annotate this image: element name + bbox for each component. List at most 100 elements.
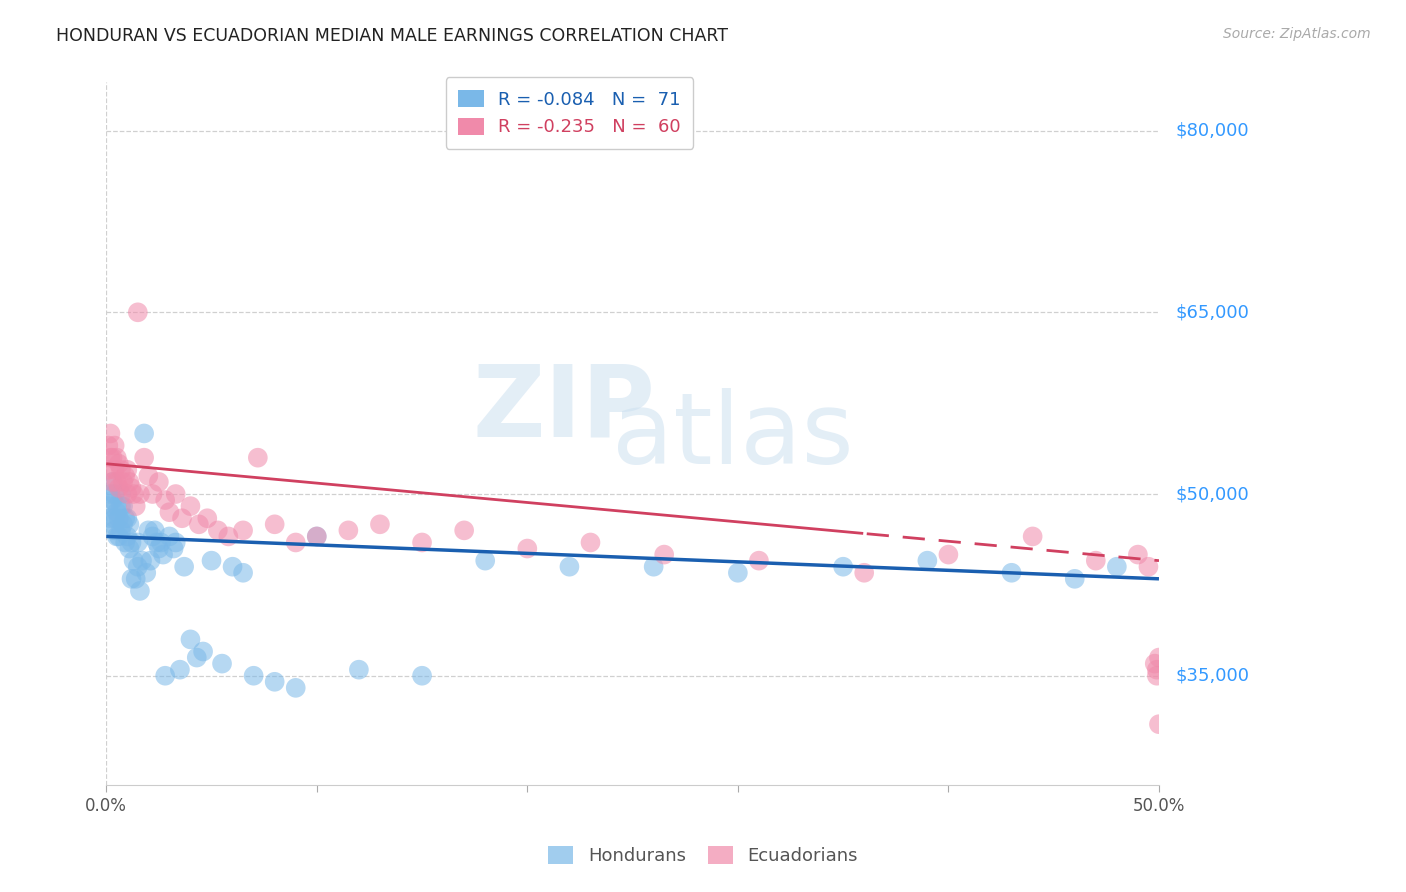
- Point: [122, 554, 145, 568]
- Point: [125, 572, 148, 586]
- Point: [108, 457, 131, 471]
- Point: [131, 554, 153, 568]
- Point: [453, 524, 475, 538]
- Point: [305, 529, 328, 543]
- Point: [121, 572, 143, 586]
- Point: [117, 487, 139, 501]
- Point: [121, 481, 143, 495]
- Point: [138, 524, 160, 538]
- Point: [112, 517, 135, 532]
- Point: [101, 493, 124, 508]
- Point: [127, 535, 149, 549]
- Point: [148, 475, 170, 489]
- Point: [579, 535, 602, 549]
- Point: [347, 663, 370, 677]
- Point: [97, 439, 120, 453]
- Point: [643, 559, 665, 574]
- Point: [135, 566, 157, 580]
- Point: [104, 439, 127, 453]
- Point: [100, 426, 122, 441]
- Text: $50,000: $50,000: [1175, 485, 1250, 503]
- Point: [242, 669, 264, 683]
- Point: [187, 517, 209, 532]
- Point: [148, 541, 170, 556]
- Point: [368, 517, 391, 532]
- Point: [211, 657, 233, 671]
- Point: [153, 669, 176, 683]
- Point: [117, 511, 139, 525]
- Point: [104, 524, 127, 538]
- Point: [108, 481, 131, 495]
- Point: [195, 511, 218, 525]
- Point: [1105, 559, 1128, 574]
- Point: [1147, 717, 1170, 731]
- Point: [125, 499, 148, 513]
- Point: [127, 559, 149, 574]
- Point: [110, 487, 132, 501]
- Point: [114, 535, 136, 549]
- Point: [105, 505, 128, 519]
- Point: [748, 554, 770, 568]
- Point: [1126, 548, 1149, 562]
- Point: [104, 511, 127, 525]
- Point: [104, 463, 127, 477]
- Point: [558, 559, 581, 574]
- Point: [1143, 657, 1166, 671]
- Point: [145, 535, 167, 549]
- Point: [1146, 663, 1168, 677]
- Text: $80,000: $80,000: [1175, 121, 1250, 140]
- Point: [112, 475, 135, 489]
- Point: [110, 524, 132, 538]
- Point: [516, 541, 538, 556]
- Text: $35,000: $35,000: [1175, 666, 1250, 685]
- Point: [474, 554, 496, 568]
- Point: [727, 566, 749, 580]
- Point: [149, 535, 172, 549]
- Point: [105, 475, 128, 489]
- Point: [104, 487, 127, 501]
- Point: [169, 663, 191, 677]
- Point: [832, 559, 855, 574]
- Point: [200, 554, 222, 568]
- Point: [129, 583, 152, 598]
- Point: [134, 426, 156, 441]
- Point: [1147, 650, 1170, 665]
- Point: [917, 554, 939, 568]
- Point: [143, 524, 166, 538]
- Point: [162, 541, 184, 556]
- Point: [118, 517, 141, 532]
- Point: [1084, 554, 1107, 568]
- Point: [97, 499, 120, 513]
- Point: [110, 463, 132, 477]
- Point: [105, 450, 128, 465]
- Point: [165, 487, 187, 501]
- Point: [157, 529, 180, 543]
- Point: [179, 499, 201, 513]
- Point: [207, 524, 229, 538]
- Point: [142, 487, 165, 501]
- Point: [1000, 566, 1022, 580]
- Point: [337, 524, 360, 538]
- Point: [139, 554, 162, 568]
- Point: [118, 475, 141, 489]
- Point: [1146, 669, 1168, 683]
- Point: [284, 535, 307, 549]
- Point: [305, 529, 328, 543]
- Legend: Hondurans, Ecuadorians: Hondurans, Ecuadorians: [538, 838, 868, 874]
- Point: [232, 524, 254, 538]
- Point: [110, 499, 132, 513]
- Point: [165, 535, 187, 549]
- Point: [101, 450, 124, 465]
- Point: [118, 541, 141, 556]
- Point: [129, 487, 152, 501]
- Point: [938, 548, 960, 562]
- Point: [1137, 559, 1160, 574]
- Text: HONDURAN VS ECUADORIAN MEDIAN MALE EARNINGS CORRELATION CHART: HONDURAN VS ECUADORIAN MEDIAN MALE EARNI…: [56, 27, 728, 45]
- Point: [117, 463, 139, 477]
- Text: atlas: atlas: [612, 388, 853, 485]
- Point: [263, 674, 285, 689]
- Point: [100, 487, 122, 501]
- Point: [101, 475, 124, 489]
- Point: [121, 535, 143, 549]
- Point: [117, 529, 139, 543]
